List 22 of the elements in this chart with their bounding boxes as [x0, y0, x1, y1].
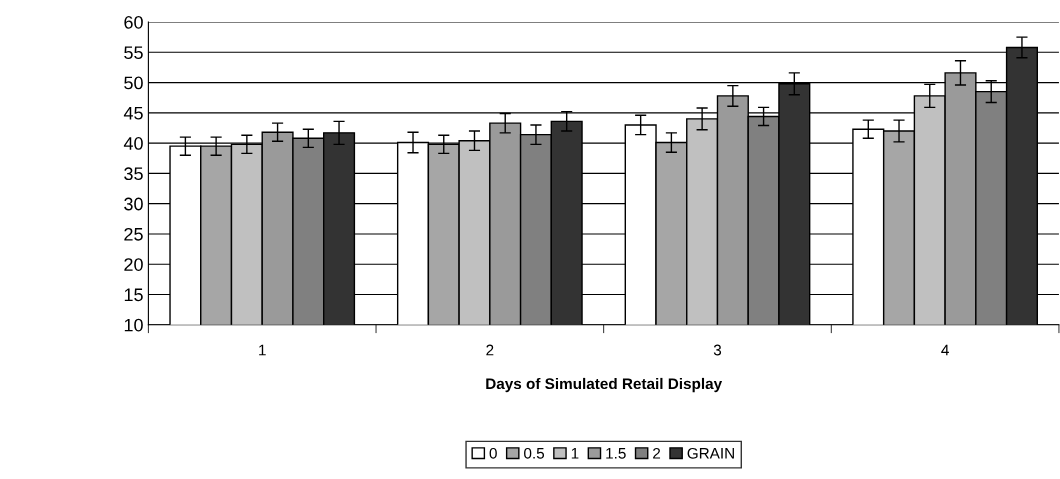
y-tick-label: 55 — [124, 46, 143, 60]
legend-label: 0.5 — [524, 447, 545, 459]
y-tick-label: 40 — [123, 137, 143, 150]
y-tick-label: 15 — [124, 288, 143, 302]
legend-label: 1 — [571, 448, 579, 459]
x-tick-label: 2 — [486, 344, 494, 356]
y-tick-label: 25 — [124, 227, 143, 241]
y-tick-label: 20 — [124, 258, 143, 271]
legend-label: 0 — [489, 447, 497, 459]
y-tick-label: 35 — [124, 167, 143, 181]
y-tick-label: 45 — [123, 106, 143, 120]
legend-label: 1.5 — [606, 448, 626, 459]
legend-label: GRAIN — [687, 447, 734, 459]
x-tick-label: 1 — [259, 344, 266, 356]
x-tick-label: 4 — [941, 344, 949, 356]
x-tick-label: 3 — [713, 344, 722, 356]
y-tick-label: 50 — [124, 76, 143, 90]
x-axis-title: Days of Simulated Retail Display — [486, 377, 723, 393]
legend-label: 2 — [653, 447, 661, 459]
y-tick-label: 30 — [124, 197, 143, 211]
y-tick-label: 60 — [124, 15, 143, 29]
y-tick-label: 10 — [124, 318, 143, 332]
